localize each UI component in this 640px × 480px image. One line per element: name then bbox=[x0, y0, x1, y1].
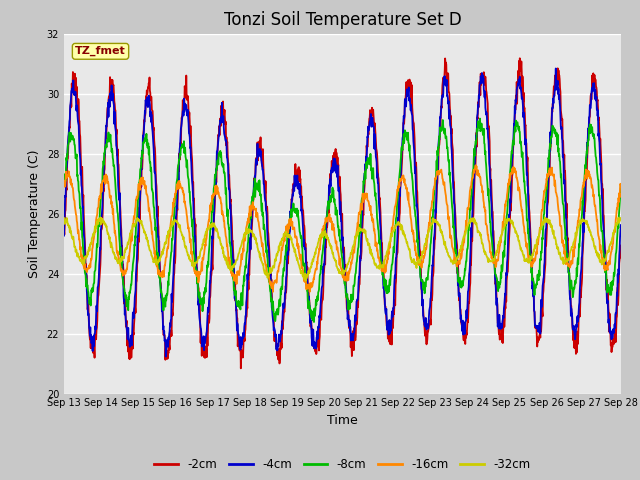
Y-axis label: Soil Temperature (C): Soil Temperature (C) bbox=[28, 149, 41, 278]
X-axis label: Time: Time bbox=[327, 414, 358, 427]
Text: TZ_fmet: TZ_fmet bbox=[75, 46, 126, 57]
Legend: -2cm, -4cm, -8cm, -16cm, -32cm: -2cm, -4cm, -8cm, -16cm, -32cm bbox=[150, 454, 535, 476]
Title: Tonzi Soil Temperature Set D: Tonzi Soil Temperature Set D bbox=[223, 11, 461, 29]
